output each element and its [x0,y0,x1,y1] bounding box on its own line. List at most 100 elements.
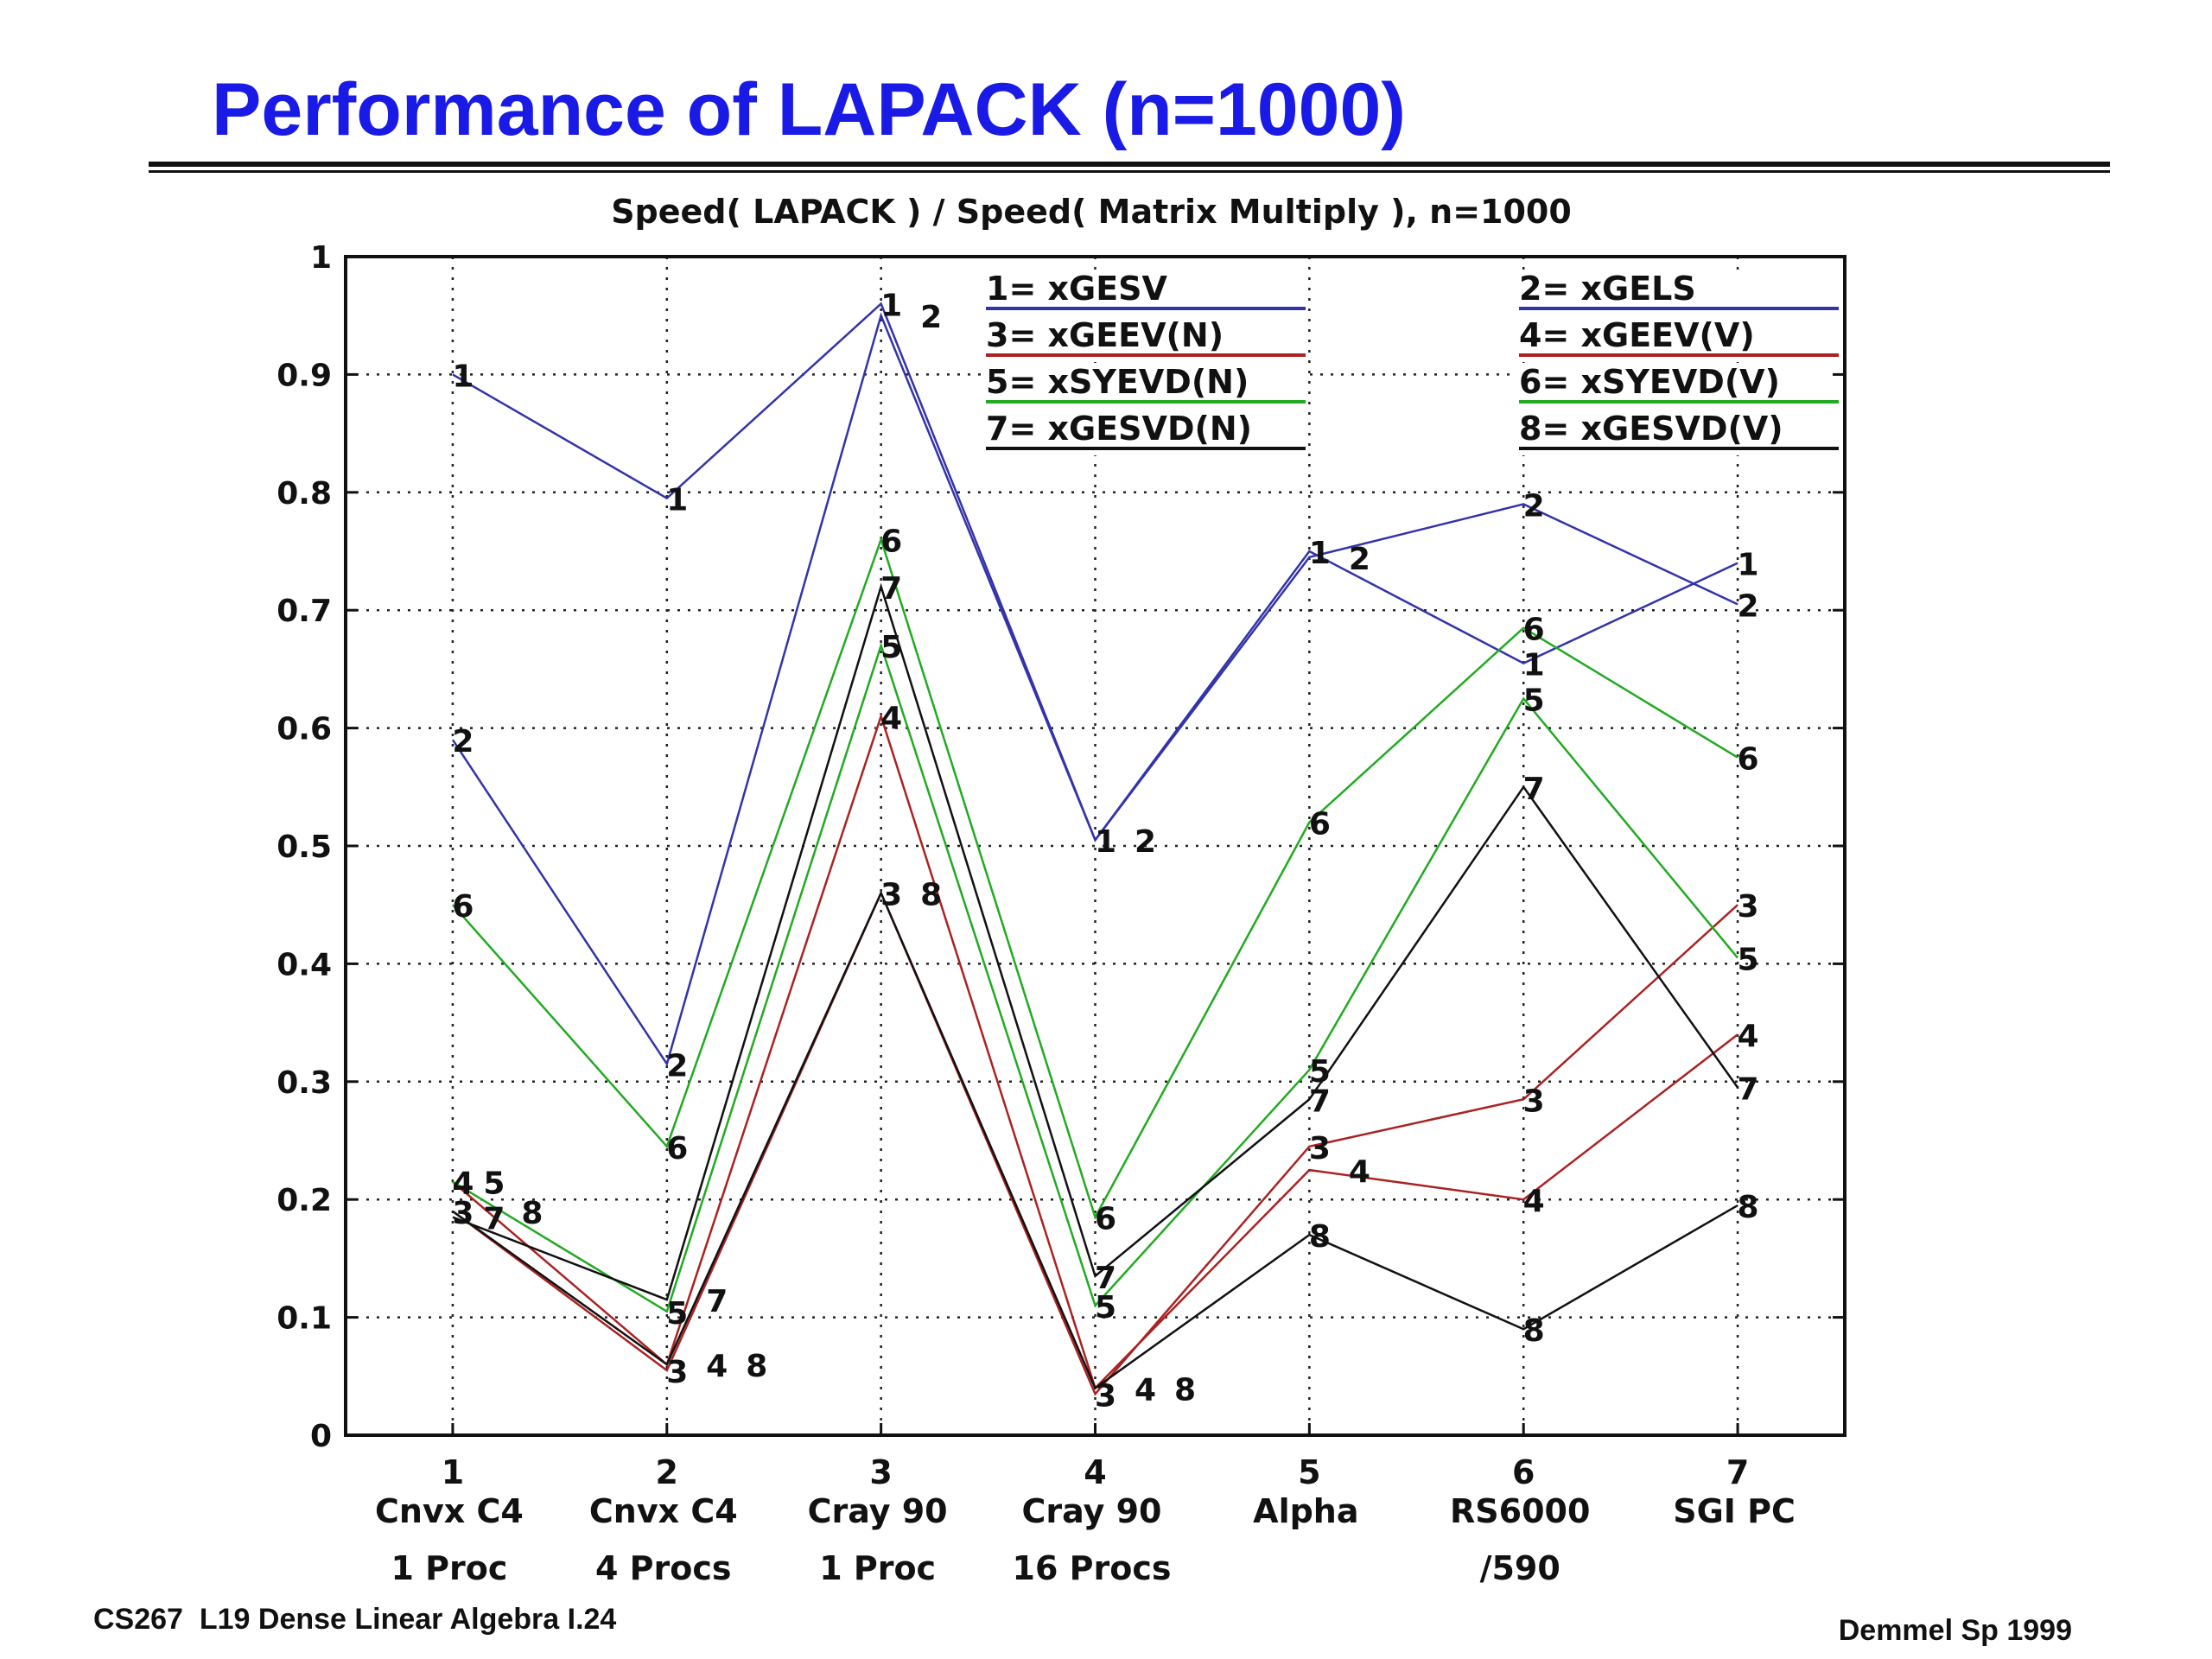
data-point-marker: 3 [1095,1378,1116,1414]
x-tick-label: Cnvx C4 [375,1492,524,1530]
series-line-5 [452,642,1739,1313]
chart-title: Speed( LAPACK ) / Speed( Matrix Multiply… [611,193,1572,231]
data-point-marker: 6 [1523,613,1545,648]
legend: 1= xGESV 2= xGELS 3= xGEEV(N) 4= xGEEV(V) 5=… [982,270,1840,455]
data-point-marker: 8 [1309,1219,1331,1255]
data-point-marker: 5 [1309,1054,1331,1090]
data-point-marker: 6 [1309,807,1331,842]
legend-entry-label: 2= xGELS [1519,270,1696,308]
data-point-marker: 2 [452,724,474,760]
x-tick-number: 3 [869,1453,892,1491]
x-tick-label: SGI PC [1673,1492,1796,1530]
series-line-7 [452,582,1739,1301]
x-tick-sublabel: 4 Procs [595,1549,732,1587]
footer-author-date: Demmel Sp 1999 [1838,1614,2072,1647]
data-point-marker: 4 [452,1166,474,1202]
data-point-marker: 7 [1095,1261,1116,1296]
legend-entry-label: 6= xSYEVD(V) [1519,363,1780,401]
y-tick-label: 0.7 [276,594,332,629]
data-point-marker: 6 [1095,1202,1116,1237]
x-tick-number: 1 [442,1453,464,1491]
data-point-marker: 1 [1738,548,1759,583]
data-point-marker: 1 [1309,536,1331,571]
x-tick-sublabel: 16 Procs [1013,1549,1172,1587]
x-tick-number: 4 [1084,1453,1106,1491]
x-tick-number: 7 [1726,1453,1749,1491]
data-point-marker: 2 [666,1048,688,1084]
y-tick-label: 0.3 [276,1065,332,1101]
legend-entry-label: 8= xGESVD(V) [1519,410,1783,448]
y-tick-label: 0.2 [276,1183,332,1218]
data-point-marker: 7 [1309,1084,1331,1119]
x-tick-sublabel: 1 Proc [391,1549,507,1587]
data-point-marker: 4 [1523,1184,1545,1219]
data-point-marker: 8 [521,1196,543,1231]
data-point-marker: 6 [880,524,902,559]
legend-entry-label: 7= xGESVD(N) [986,410,1252,448]
data-point-marker: 5 [483,1166,505,1202]
x-tick-sublabel: /590 [1480,1549,1560,1587]
data-point-marker: 7 [706,1284,728,1319]
x-tick-sublabel: 1 Proc [819,1549,936,1587]
data-point-marker: 4 [1349,1154,1370,1190]
data-point-marker: 8 [1523,1313,1545,1349]
data-point-marker: 2 [1135,824,1156,860]
data-point-marker: 2 [1523,488,1545,524]
data-point-marker: 8 [746,1349,767,1384]
title-underline [149,162,2110,167]
y-tick-label: 0.9 [276,358,332,393]
legend-entry-label: 4= xGEEV(V) [1519,316,1755,354]
series-markers: 1111111222222233333334444444555555566666… [452,289,1758,1414]
y-tick-label: 0.5 [276,830,332,865]
x-tick-label: Cray 90 [1022,1492,1162,1530]
footer-course-label: CS267 L19 Dense Linear Algebra I.24 [93,1603,617,1636]
data-point-marker: 7 [880,571,902,607]
data-point-marker: 4 [706,1349,728,1384]
data-point-marker: 5 [1523,683,1545,719]
data-point-marker: 5 [1095,1290,1116,1325]
x-tick-label: RS6000 [1450,1492,1590,1530]
data-point-marker: 1 [880,289,902,324]
series-line-6 [451,536,1738,1220]
y-tick-label: 0.8 [276,476,332,512]
data-point-marker: 4 [1135,1372,1156,1408]
x-tick-label: Alpha [1253,1492,1358,1530]
legend-entry-label: 1= xGESV [986,270,1168,308]
data-point-marker: 4 [880,701,902,736]
data-point-marker: 5 [880,630,902,665]
y-tick-label: 0 [310,1419,332,1454]
series-line-8 [452,890,1738,1390]
data-point-marker: 7 [1738,1072,1759,1108]
data-point-marker: 1 [666,483,688,518]
data-point-marker: 7 [483,1202,505,1237]
x-tick-number: 6 [1512,1453,1535,1491]
y-tick-label: 1 [310,240,332,276]
data-point-marker: 6 [452,889,474,925]
data-point-marker: 3 [452,1196,474,1231]
data-point-marker: 7 [1523,772,1545,807]
data-point-marker: 3 [1523,1084,1545,1119]
data-point-marker: 2 [920,300,942,335]
slide-title: Performance of LAPACK (n=1000) [212,68,1406,151]
series-line-2 [451,312,1738,1067]
legend-entry-label: 5= xSYEVD(N) [986,363,1249,401]
series-line-3 [452,890,1738,1396]
data-point-marker: 3 [880,878,902,913]
x-tick-number: 2 [656,1453,678,1491]
data-point-marker: 5 [1738,943,1759,978]
y-tick-label: 0.4 [276,947,332,982]
data-point-marker: 3 [1309,1131,1331,1166]
y-tick-label: 0.1 [276,1301,332,1337]
y-tick-label: 0.6 [276,712,332,747]
data-point-marker: 2 [1349,542,1370,577]
x-tick-label: Cray 90 [808,1492,948,1530]
data-point-marker: 8 [920,878,942,913]
y-axis-ticks: 0 0.1 0.2 0.3 0.4 0.5 0.6 0.7 0.8 0.9 1 [276,240,1845,1454]
data-point-marker: 1 [1523,648,1545,683]
data-point-marker: 3 [666,1355,688,1390]
data-point-marker: 8 [1738,1190,1759,1225]
data-point-marker: 1 [452,359,474,394]
x-tick-number: 5 [1298,1453,1320,1491]
